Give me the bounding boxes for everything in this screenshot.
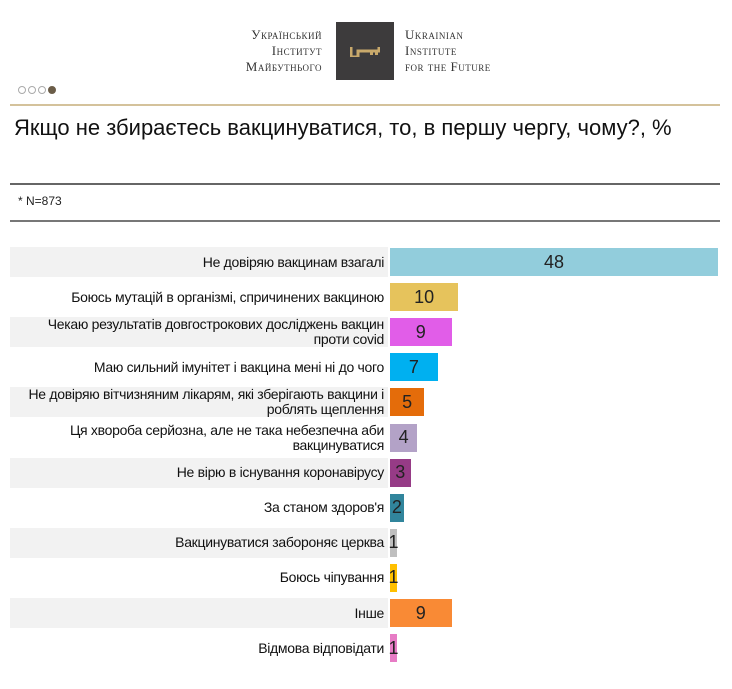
- data-label: 1: [388, 637, 399, 658]
- bar-row: Маю сильний імунітет і вакцина мені ні д…: [10, 352, 720, 382]
- bar-row: Не довіряю вакцинам взагалі 48: [10, 247, 720, 277]
- row-background: [10, 387, 388, 418]
- logo-text-ua: Український Інститут Майбутнього: [246, 27, 322, 75]
- category-label: Боюсь чіпування: [279, 569, 385, 586]
- bar-row: За станом здоров'я 2: [10, 493, 720, 523]
- bar: 9: [390, 318, 452, 347]
- data-label: 3: [395, 462, 406, 483]
- bar-row: Не вірю в існування коронавірусу 3: [10, 457, 720, 488]
- category-label: Маю сильний імунітет і вакцина мені ні д…: [93, 358, 384, 375]
- slide-dot[interactable]: [18, 86, 26, 94]
- data-label: 9: [415, 321, 426, 342]
- header-divider: [10, 104, 720, 106]
- row-background: [10, 457, 388, 488]
- category-label: Вакцинуватися забороняє церква: [175, 534, 384, 551]
- bar-row: Вакцинуватися забороняє церква 1: [10, 527, 720, 558]
- category-label: Не довіряю вітчизняним лікарям, які збер…: [28, 386, 384, 418]
- bar: 5: [390, 388, 425, 417]
- bar: 9: [390, 599, 452, 627]
- category-label: Інше: [354, 604, 385, 621]
- slide-indicator: [18, 86, 56, 94]
- bar: 10: [390, 283, 459, 312]
- category-label: Відмова відповідати: [258, 639, 384, 656]
- logo-ua-line: Інститут: [271, 43, 322, 58]
- category-label: Ця хвороба серйозна, але не така небезпе…: [69, 421, 384, 453]
- data-label: 10: [414, 286, 435, 307]
- data-label: 5: [402, 391, 413, 412]
- bar-row: Інше 9: [10, 598, 720, 628]
- category-label: Боюсь мутацій в організмі, спричинених в…: [71, 288, 384, 305]
- data-label: 9: [415, 602, 426, 623]
- note-divider: [10, 220, 720, 222]
- logo-ua-line: Майбутнього: [245, 59, 322, 74]
- bar: 3: [390, 458, 411, 487]
- data-label: 1: [388, 532, 399, 553]
- category-label: Не вірю в існування коронавірусу: [176, 464, 385, 481]
- bar: 1: [388, 528, 399, 557]
- bar-row: Не довіряю вітчизняним лікарям, які збер…: [10, 386, 720, 418]
- row-background: [10, 317, 388, 348]
- title-divider: [10, 183, 720, 185]
- bar: 1: [388, 563, 399, 592]
- data-label: 2: [391, 497, 402, 518]
- bar: 4: [390, 423, 418, 452]
- data-label: 1: [388, 567, 399, 588]
- logo-ua-line: Український: [251, 27, 322, 42]
- logo-text-en: Ukrainian Institute for the Future: [405, 27, 491, 75]
- sample-size-note: * N=873: [18, 194, 62, 208]
- bar-row: Чекаю результатів довгострокових дослідж…: [10, 316, 720, 348]
- bar: 7: [390, 353, 438, 382]
- logo-en-line: Ukrainian: [405, 27, 464, 42]
- bar-row: Боюсь чіпування 1: [10, 563, 720, 593]
- data-label: 7: [408, 356, 419, 377]
- row-background: [10, 247, 388, 277]
- institute-logo: Український Інститут Майбутнього Ukraini…: [0, 22, 732, 82]
- category-label: Не довіряю вакцинам взагалі: [202, 253, 385, 270]
- slide-dot[interactable]: [38, 86, 46, 94]
- bar-row: Ця хвороба серйозна, але не така небезпе…: [10, 421, 720, 453]
- data-label: 4: [398, 427, 409, 447]
- bar-row: Боюсь мутацій в організмі, спричинених в…: [10, 282, 720, 312]
- bar: 1: [388, 634, 399, 663]
- bar: 48: [390, 248, 718, 276]
- key-logo-icon: [336, 22, 394, 80]
- bar-row: Відмова відповідати 1: [10, 633, 720, 663]
- logo-en-line: Institute: [405, 43, 457, 58]
- slide-dot-active[interactable]: [48, 86, 56, 94]
- row-background: [10, 527, 388, 558]
- data-label: 48: [543, 251, 565, 272]
- chart-title: Якщо не збираєтесь вакцинуватися, то, в …: [14, 115, 672, 140]
- category-label: Чекаю результатів довгострокових дослідж…: [47, 316, 385, 348]
- logo-en-line: for the Future: [405, 59, 491, 74]
- slide-dot[interactable]: [28, 86, 36, 94]
- row-background: [10, 598, 388, 628]
- category-label: За станом здоров'я: [263, 499, 384, 516]
- bar: 2: [390, 493, 404, 522]
